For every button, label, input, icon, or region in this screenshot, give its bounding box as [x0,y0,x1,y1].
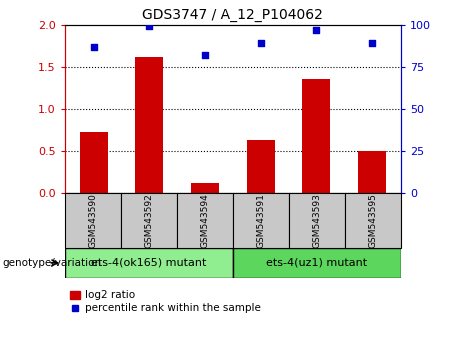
Text: GSM543595: GSM543595 [368,193,378,248]
Point [146,24,153,29]
Text: ets-4(uz1) mutant: ets-4(uz1) mutant [266,258,367,268]
Point [90,44,97,50]
Bar [136,57,163,193]
Point [313,27,320,33]
Point [368,40,376,46]
Point [257,40,264,46]
Bar [289,193,345,248]
Text: GSM543592: GSM543592 [144,193,153,248]
Bar [345,193,401,248]
Bar [80,132,108,193]
Bar [65,193,121,248]
Bar [233,193,289,248]
Bar [191,183,219,193]
Text: GSM543590: GSM543590 [88,193,97,248]
Bar [247,140,274,193]
Bar [302,79,330,193]
Bar [121,193,177,248]
Title: GDS3747 / A_12_P104062: GDS3747 / A_12_P104062 [142,8,323,22]
Legend: log2 ratio, percentile rank within the sample: log2 ratio, percentile rank within the s… [70,290,261,313]
Text: ets-4(ok165) mutant: ets-4(ok165) mutant [91,258,207,268]
Bar [358,151,386,193]
Bar [177,193,233,248]
Text: GSM543594: GSM543594 [200,193,209,248]
Bar [65,248,233,278]
Text: genotype/variation: genotype/variation [2,258,101,268]
Text: GSM543591: GSM543591 [256,193,266,248]
Point [201,52,209,58]
Text: GSM543593: GSM543593 [313,193,321,248]
Bar [233,248,401,278]
